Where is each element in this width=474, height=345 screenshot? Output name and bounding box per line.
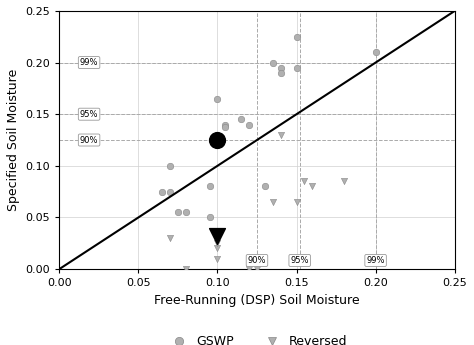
- Point: [214, 137, 221, 143]
- Point: [182, 266, 190, 272]
- Point: [158, 189, 166, 195]
- Point: [166, 189, 174, 195]
- Point: [221, 122, 229, 127]
- Text: 99%: 99%: [366, 256, 385, 265]
- Point: [340, 179, 348, 184]
- Point: [174, 209, 182, 215]
- Point: [277, 65, 284, 70]
- Point: [166, 163, 174, 169]
- Point: [245, 122, 253, 127]
- Point: [245, 266, 253, 272]
- Point: [214, 96, 221, 101]
- Point: [206, 184, 213, 189]
- Text: 95%: 95%: [291, 256, 309, 265]
- Point: [214, 256, 221, 262]
- Point: [293, 199, 301, 205]
- Point: [237, 117, 245, 122]
- Point: [277, 70, 284, 76]
- Text: 90%: 90%: [80, 136, 98, 145]
- Text: 90%: 90%: [248, 256, 266, 265]
- Legend: GSWP, Reversed: GSWP, Reversed: [162, 330, 353, 345]
- Point: [253, 266, 261, 272]
- Point: [214, 246, 221, 251]
- Point: [269, 199, 277, 205]
- Point: [221, 124, 229, 129]
- Point: [372, 49, 379, 55]
- Point: [206, 215, 213, 220]
- Point: [301, 179, 308, 184]
- Point: [182, 209, 190, 215]
- Text: 95%: 95%: [80, 110, 98, 119]
- Y-axis label: Specified Soil Moisture: Specified Soil Moisture: [7, 69, 20, 211]
- X-axis label: Free-Running (DSP) Soil Moisture: Free-Running (DSP) Soil Moisture: [154, 294, 360, 307]
- Point: [166, 235, 174, 241]
- Point: [293, 34, 301, 40]
- Point: [293, 65, 301, 70]
- Text: 99%: 99%: [80, 58, 98, 67]
- Point: [277, 132, 284, 138]
- Point: [261, 184, 269, 189]
- Point: [269, 60, 277, 65]
- Point: [214, 240, 221, 246]
- Point: [309, 184, 316, 189]
- Point: [214, 233, 221, 239]
